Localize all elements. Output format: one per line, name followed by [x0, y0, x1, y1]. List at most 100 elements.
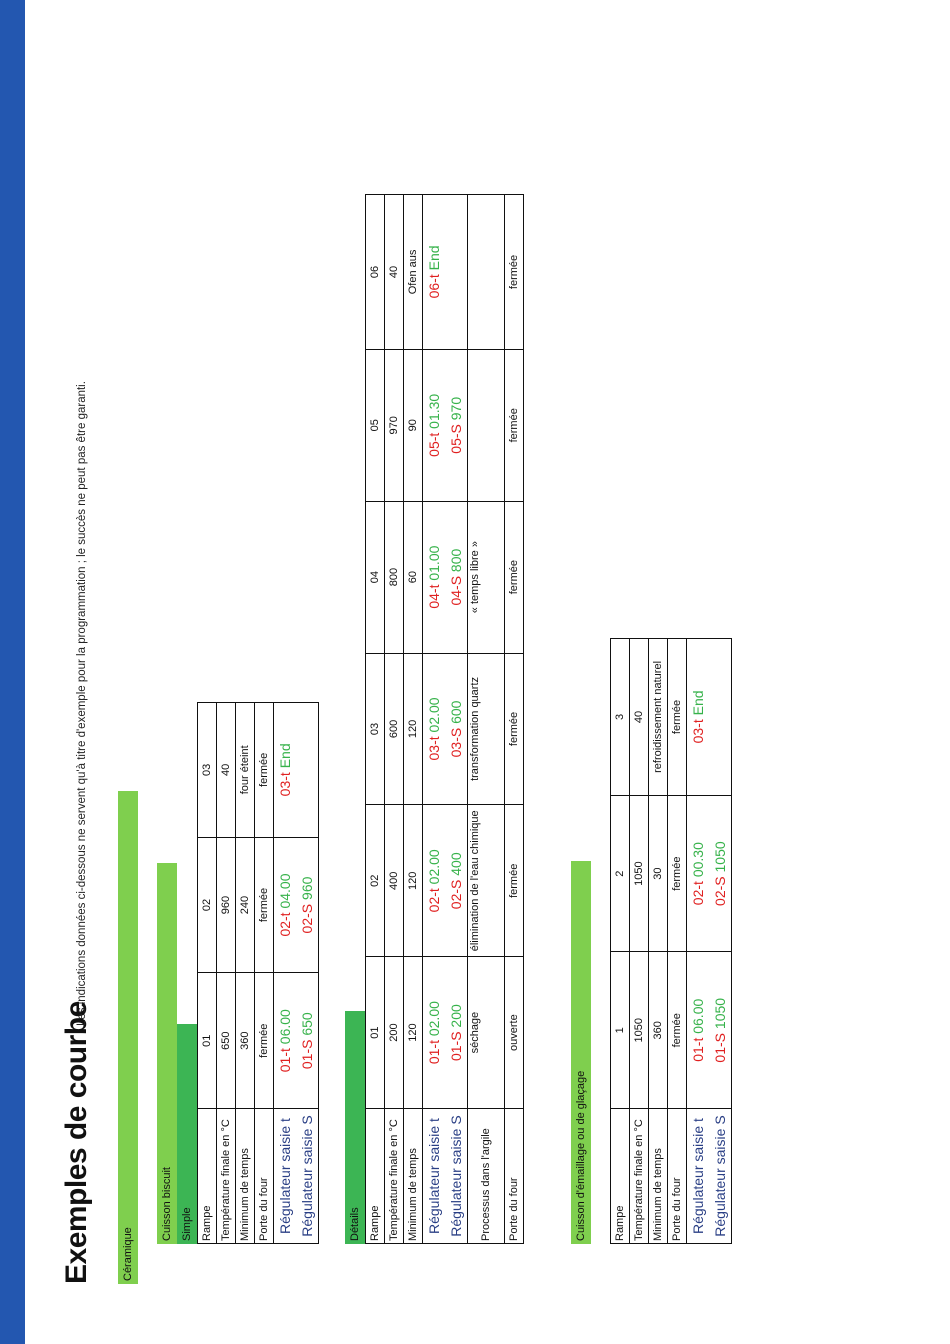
table-row: Porte du four fermée fermée fermée — [254, 702, 274, 1244]
table-cell: 06 — [365, 194, 385, 350]
table-cell: fermée — [504, 194, 524, 350]
process-row: Processus dans l'argile séchage éliminatio… — [467, 194, 505, 1244]
table-cell — [467, 194, 505, 350]
table-cell: 360 — [648, 951, 668, 1109]
table-cell: 05 — [365, 349, 385, 502]
table-cell: 90 — [403, 349, 423, 502]
table-cell: 650 — [216, 972, 236, 1109]
regulator-value: 01.30 — [426, 393, 442, 433]
table-cell: fermée — [504, 804, 524, 957]
row-label: Régulateur saisie S — [445, 1108, 468, 1244]
regulator-t-cell: 01-t 02.00 — [422, 956, 445, 1109]
table-cell: fermée — [254, 837, 274, 973]
regulator-t-row: Régulateur saisie t 01-t 06.00 02-t 04.00 0… — [273, 702, 296, 1244]
table-cell: refroidissement naturel — [648, 638, 668, 796]
table-cell: 1050 — [629, 951, 649, 1109]
regulator-t-cell: 04-t 01.00 — [422, 501, 445, 654]
table-cell: transformation quartz — [467, 653, 505, 805]
regulator-code: 02-t — [690, 881, 706, 906]
table-row: Porte du four fermée fermée fermée — [667, 638, 687, 1244]
table-cell: « temps libre » — [467, 501, 505, 654]
table-cell: Ofen aus — [403, 194, 423, 350]
regulator-s-row: Régulateur saisie S 01-S 200 02-S 400 03-S … — [445, 194, 468, 1244]
biscuit-label: Cuisson biscuit — [157, 863, 177, 1244]
regulator-code: 01-S — [448, 1031, 464, 1062]
table-cell: fermée — [504, 349, 524, 502]
glaze-label: Cuisson d'émaillage ou de glaçage — [571, 861, 591, 1244]
section-ceramique: Céramique — [118, 791, 138, 1284]
regulator-code: 05-t — [426, 432, 442, 457]
regulator-code: 03-t — [277, 772, 293, 797]
row-label: Régulateur saisie t — [686, 1108, 709, 1244]
row-label: Température finale en °C — [629, 1108, 649, 1244]
simple-label: Simple — [177, 1024, 197, 1244]
regulator-value: 1050 — [712, 997, 728, 1033]
table-cell: 200 — [384, 956, 404, 1109]
row-label: Température finale en °C — [384, 1108, 404, 1244]
table-cell — [467, 349, 505, 502]
regulator-t-cell: 03-t End — [273, 702, 296, 838]
disclaimer-note: Les indications données ci-dessous ne se… — [76, 381, 88, 1026]
table-cell: 03 — [365, 653, 385, 805]
table-row: Rampe 01 02 03 — [197, 702, 217, 1244]
row-label: Régulateur saisie t — [422, 1108, 445, 1244]
table-cell: 04 — [365, 501, 385, 654]
row-label: Régulateur saisie t — [273, 1108, 296, 1244]
table-cell: élimination de l'eau chimique — [467, 804, 505, 957]
row-label: Minimum de temps — [235, 1108, 255, 1244]
table-cell: 400 — [384, 804, 404, 957]
regulator-value: 06.00 — [277, 1009, 293, 1049]
table-cell: 600 — [384, 653, 404, 805]
regulator-value: 04.00 — [277, 873, 293, 913]
row-label: Rampe — [610, 1108, 630, 1244]
regulator-code: 01-t — [690, 1037, 706, 1062]
regulator-t-cell: 03-t 02.00 — [422, 653, 445, 805]
table-cell: 30 — [648, 795, 668, 952]
table-cell: 960 — [216, 837, 236, 973]
table-cell: 3 — [610, 638, 630, 796]
table-cell: 120 — [403, 804, 423, 957]
table-cell: fermée — [504, 501, 524, 654]
regulator-code: 04-S — [448, 575, 464, 606]
table-row: Température finale en °C 200 400 600 800 970 4… — [384, 194, 404, 1244]
regulator-t-cell: 03-t End — [686, 638, 709, 796]
table-cell: 60 — [403, 501, 423, 654]
row-label: Porte du four — [667, 1108, 687, 1244]
table-row: Rampe 01 02 03 04 05 06 — [365, 194, 385, 1244]
table-cell: fermée — [254, 972, 274, 1109]
regulator-code: 02-S — [299, 903, 315, 934]
table-cell: 1 — [610, 951, 630, 1109]
regulator-value: End — [426, 245, 442, 275]
regulator-t-cell: 05-t 01.30 — [422, 349, 445, 502]
regulator-t-row: Régulateur saisie t 01-t 06.00 02-t 00.30 0… — [686, 638, 709, 1244]
regulator-t-cell: 02-t 04.00 — [273, 837, 296, 973]
table-cell: 800 — [384, 501, 404, 654]
biscuit-details-table: Rampe 01 02 03 04 05 06 Température finale en °… — [365, 194, 524, 1244]
table-cell: 240 — [235, 837, 255, 973]
regulator-value: 960 — [299, 876, 315, 904]
door-row: Porte du four ouverte fermée fermée fermée fe… — [504, 194, 524, 1244]
regulator-value: 02.00 — [426, 1001, 442, 1041]
row-label: Régulateur saisie S — [296, 1108, 319, 1244]
regulator-value: 1050 — [712, 841, 728, 877]
row-label: Minimum de temps — [403, 1108, 423, 1244]
regulator-t-row: Régulateur saisie t 01-t 02.00 02-t 02.00 0… — [422, 194, 445, 1244]
table-cell: fermée — [504, 653, 524, 805]
table-cell: séchage — [467, 956, 505, 1109]
regulator-code: 02-S — [448, 879, 464, 910]
regulator-s-cell: 02-S 960 — [296, 837, 319, 973]
regulator-t-cell: 01-t 06.00 — [273, 972, 296, 1109]
regulator-s-row: Régulateur saisie S 01-S 1050 02-S 1050 — [709, 638, 732, 1244]
regulator-value: 06.00 — [690, 998, 706, 1038]
row-label: Rampe — [197, 1108, 217, 1244]
table-cell: 02 — [197, 837, 217, 973]
regulator-code: 01-t — [426, 1040, 442, 1065]
regulator-s-cell: 02-S 400 — [445, 804, 468, 957]
table-cell: four éteint — [235, 702, 255, 838]
regulator-value: 02.00 — [426, 697, 442, 737]
table-cell: fermée — [667, 795, 687, 952]
regulator-s-cell: 02-S 1050 — [709, 795, 732, 952]
regulator-code: 05-S — [448, 424, 464, 454]
table-cell: 01 — [365, 956, 385, 1109]
regulator-value: 970 — [448, 396, 464, 425]
